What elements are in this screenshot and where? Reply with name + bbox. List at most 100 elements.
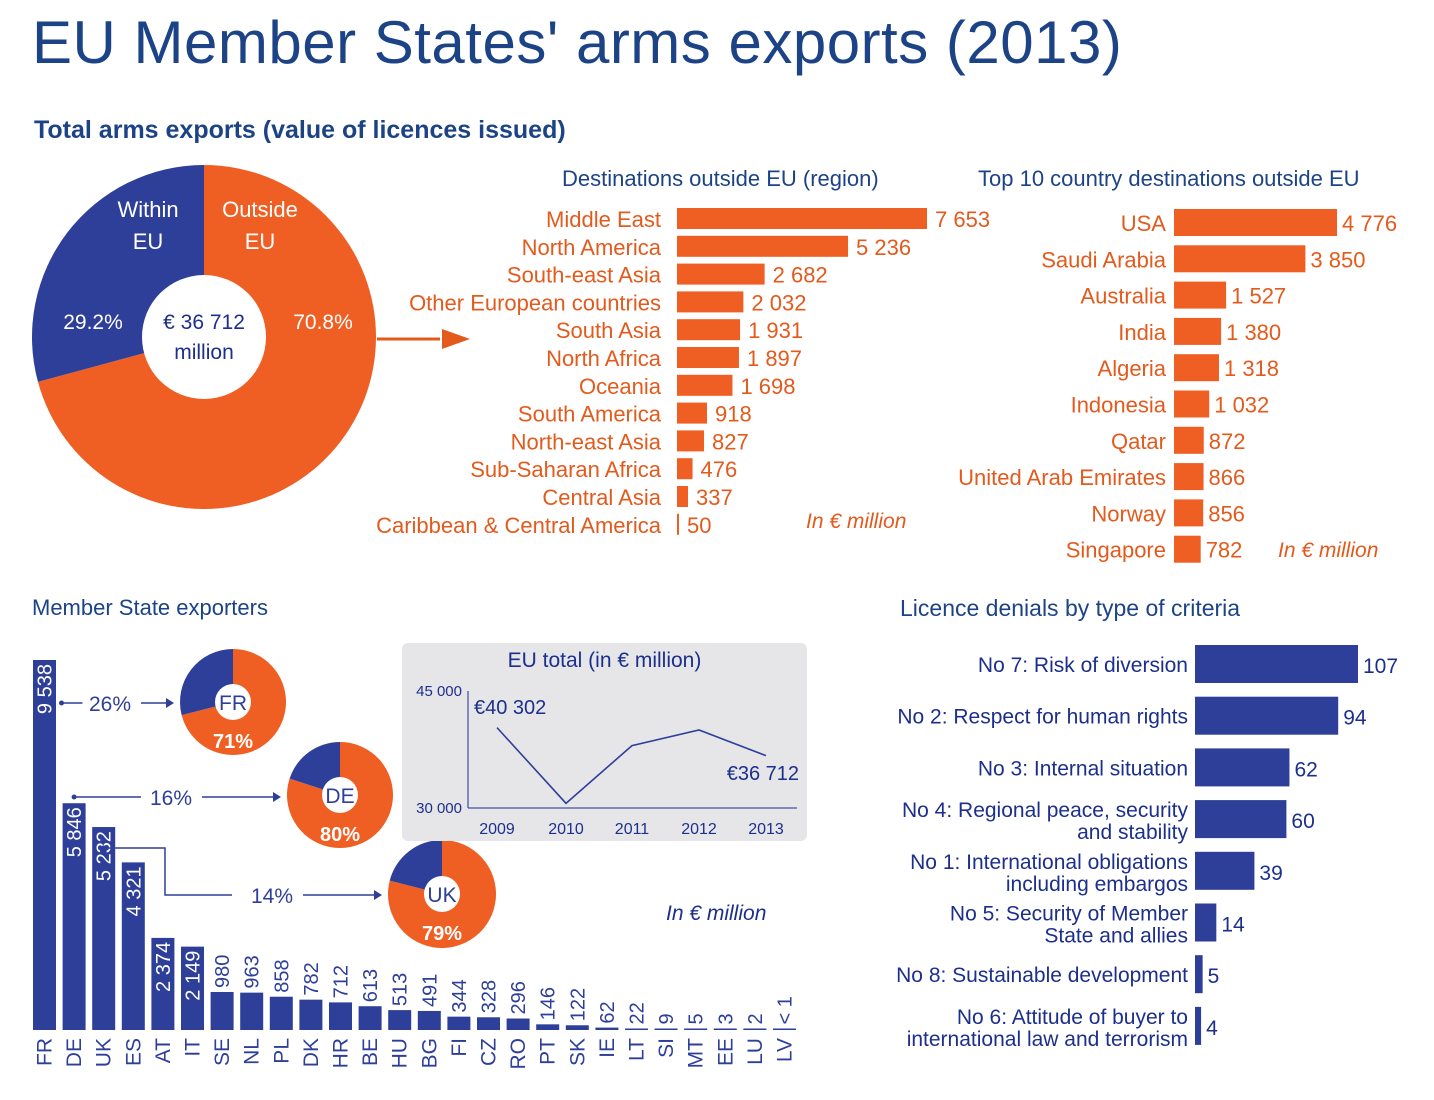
denial-5-label-line2: including embargos — [1006, 873, 1188, 896]
denial-3-value: 62 — [1294, 758, 1317, 781]
country-value-saudi-arabia: 3 850 — [1310, 247, 1365, 272]
denial-8-label-line1: No 6: Attitude of buyer to — [957, 1006, 1188, 1029]
member-label-lu: LU — [744, 1038, 767, 1065]
member-label-si: SI — [655, 1038, 678, 1058]
denial-8-label-line2: international law and terrorism — [907, 1028, 1188, 1051]
member-label-cz: CZ — [478, 1038, 501, 1066]
denial-2-value: 94 — [1343, 707, 1367, 730]
regions-chart-title: Destinations outside EU (region) — [562, 166, 879, 191]
country-bar-norway — [1174, 499, 1204, 527]
member-bar-fr — [33, 660, 56, 1030]
member-label-it: IT — [182, 1038, 205, 1057]
mini-pie-hole-fr — [215, 684, 251, 720]
region-bar-north-east-asia — [677, 430, 705, 452]
country-label-singapore: Singapore — [1066, 538, 1166, 563]
member-value-hu: 513 — [390, 973, 412, 1006]
denial-7-value: 5 — [1208, 965, 1220, 988]
region-bar-sub-saharan-africa — [677, 458, 693, 480]
country-bar-india — [1174, 317, 1222, 345]
country-bar-singapore — [1174, 535, 1201, 563]
member-bar-lu — [743, 1028, 767, 1030]
member-states-unit-note: In € million — [666, 902, 767, 925]
member-value-uk: 5 232 — [94, 831, 116, 881]
member-value-ee: 3 — [715, 1013, 737, 1024]
callout-share-uk: 14% — [251, 885, 293, 908]
region-label-south-east-asia: South-east Asia — [507, 263, 662, 288]
line-xtick-2011: 2011 — [615, 821, 650, 838]
region-bar-middle-east — [677, 208, 927, 229]
member-bar-hu — [388, 1010, 412, 1030]
region-label-north-africa: North Africa — [546, 346, 662, 371]
member-value-si: 9 — [656, 1013, 678, 1024]
member-value-es: 4 321 — [123, 866, 145, 916]
denial-7-bar — [1195, 955, 1203, 994]
regions-unit-note: In € million — [806, 510, 907, 533]
region-bar-south-america — [677, 402, 707, 424]
eu-total-line-chart: 45 000 30 000 2009 2010 2011 2012 2013 €40 302 €… — [416, 683, 799, 838]
region-value-caribbean-central-america: 50 — [687, 513, 711, 538]
member-bar-cz — [477, 1017, 500, 1030]
member-value-sk: 122 — [567, 988, 589, 1021]
member-label-ee: EE — [714, 1038, 737, 1066]
denial-4-label-line2: and stability — [1077, 821, 1188, 844]
member-label-lv: LV — [774, 1038, 797, 1062]
region-value-south-east-asia: 2 682 — [773, 263, 828, 288]
region-value-central-asia: 337 — [696, 485, 733, 510]
denial-5-bar — [1195, 851, 1255, 890]
country-bar-united-arab-emirates — [1174, 463, 1204, 491]
region-bar-central-asia — [677, 486, 689, 507]
member-value-be: 613 — [360, 969, 382, 1002]
member-bar-fi — [447, 1016, 471, 1030]
region-bar-north-america — [677, 235, 849, 257]
member-value-se: 980 — [212, 955, 234, 988]
region-bar-oceania — [677, 374, 733, 396]
arrow-right-icon — [442, 329, 470, 349]
within-eu-label-line1: Within — [117, 197, 178, 222]
donut-center-value: € 36 712 — [163, 311, 245, 334]
member-label-de: DE — [63, 1038, 86, 1067]
member-bar-pt — [536, 1024, 560, 1030]
region-label-other-european-countries: Other European countries — [409, 290, 661, 315]
region-value-south-asia: 1 931 — [748, 318, 803, 343]
denial-1-value: 107 — [1363, 655, 1398, 678]
country-value-algeria: 1 318 — [1224, 356, 1279, 381]
denial-6-value: 14 — [1221, 914, 1245, 937]
member-value-de: 5 846 — [64, 807, 86, 857]
country-label-algeria: Algeria — [1098, 356, 1167, 381]
country-label-united-arab-emirates: United Arab Emirates — [958, 465, 1166, 490]
denial-7-label: No 8: Sustainable development — [896, 964, 1188, 987]
line-annotation-start: €40 302 — [474, 697, 546, 719]
country-label-saudi-arabia: Saudi Arabia — [1041, 247, 1167, 272]
countries-unit-note: In € million — [1278, 539, 1379, 562]
member-value-mt: 5 — [686, 1013, 708, 1024]
region-bar-south-east-asia — [677, 263, 765, 285]
mini-pie-hole-de — [322, 777, 358, 813]
country-label-australia: Australia — [1080, 284, 1166, 309]
region-bar-other-european-countries — [677, 291, 744, 313]
member-bar-dk — [299, 999, 323, 1030]
member-label-uk: UK — [93, 1038, 116, 1067]
line-xtick-2012: 2012 — [681, 821, 717, 838]
country-value-united-arab-emirates: 866 — [1209, 465, 1246, 490]
country-label-norway: Norway — [1091, 501, 1166, 526]
callout-arrow-de — [273, 792, 281, 802]
country-value-singapore: 782 — [1206, 538, 1243, 563]
line-annotation-end: €36 712 — [727, 763, 799, 785]
member-value-lt: 22 — [627, 1002, 649, 1024]
member-label-pl: PL — [270, 1038, 293, 1064]
line-xtick-2009: 2009 — [479, 821, 515, 838]
member-value-pl: 858 — [271, 959, 293, 992]
mini-pie-within-uk — [389, 840, 442, 894]
within-eu-pct: 29.2% — [63, 311, 123, 334]
regions-bar-chart: Middle East 7 653 North America 5 236 South-… — [376, 207, 990, 538]
member-bar-at — [151, 937, 175, 1030]
line-xtick-2013: 2013 — [748, 821, 784, 838]
outside-eu-pct: 70.8% — [293, 311, 353, 334]
country-value-indonesia: 1 032 — [1214, 393, 1269, 418]
page-title: EU Member States' arms exports (2013) — [32, 9, 1123, 76]
member-value-ro: 296 — [508, 981, 530, 1014]
region-label-sub-saharan-africa: Sub-Saharan Africa — [470, 457, 662, 482]
member-label-ro: RO — [507, 1038, 530, 1070]
member-label-hr: HR — [330, 1038, 353, 1068]
member-label-bg: BG — [418, 1038, 441, 1068]
